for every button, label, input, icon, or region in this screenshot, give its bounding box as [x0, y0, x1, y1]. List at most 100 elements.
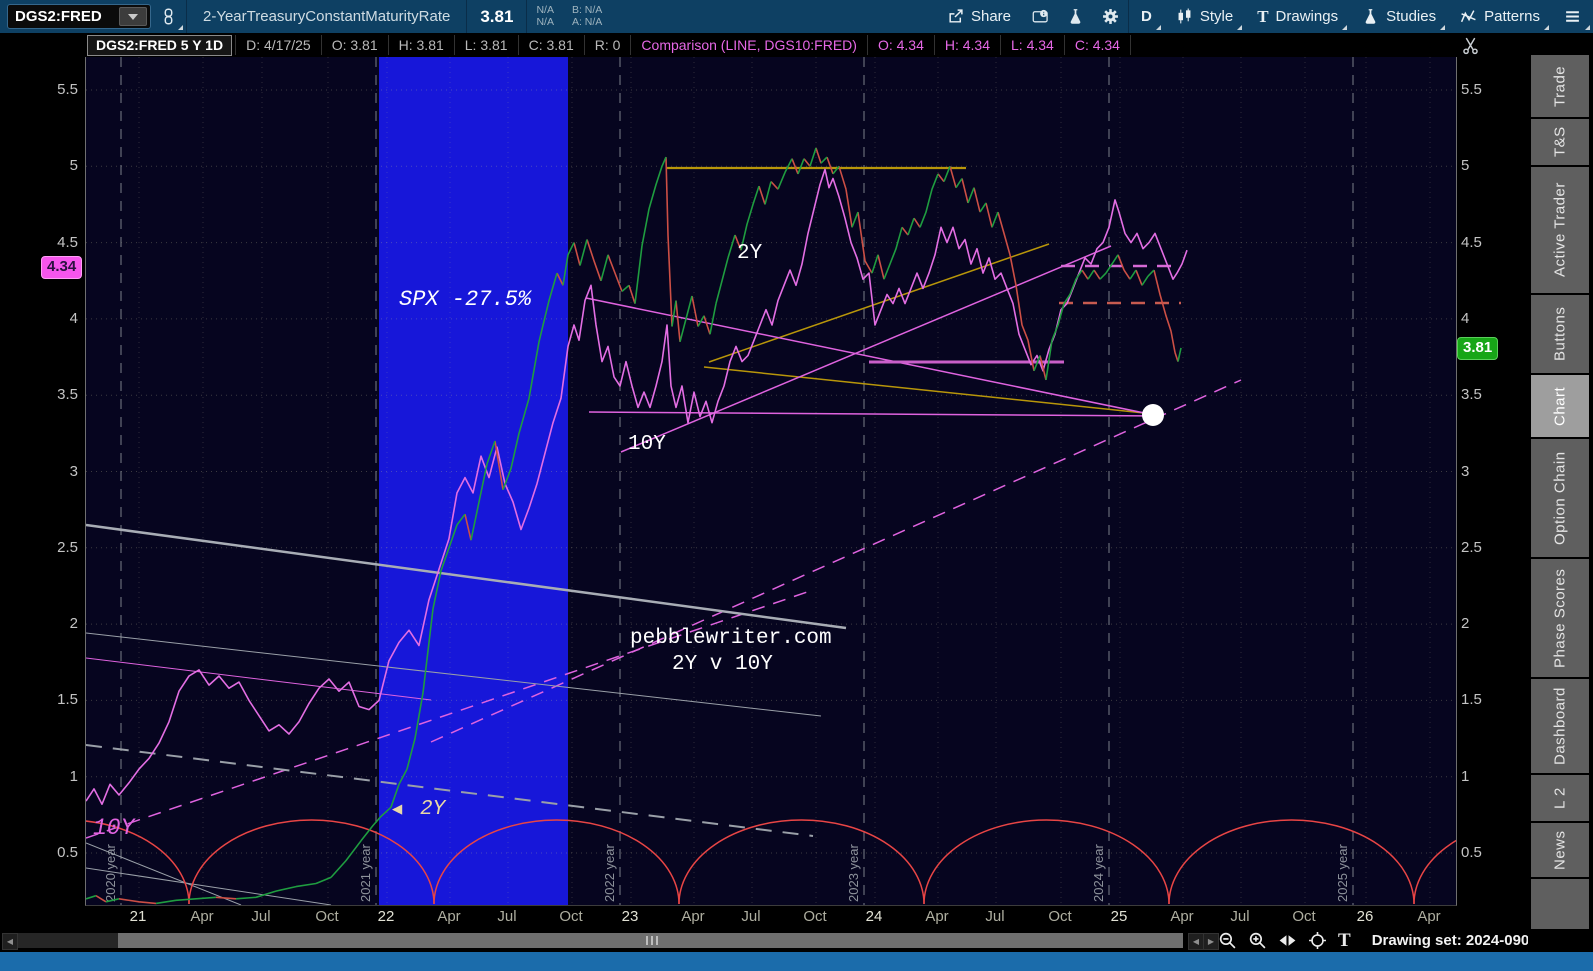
x-tick-label: Oct: [1048, 908, 1072, 925]
cycle-year-label: 2025 year: [1335, 844, 1350, 902]
sidebar-tab-l-2[interactable]: L 2: [1531, 775, 1589, 821]
x-tick-label: Oct: [1292, 908, 1316, 925]
zoom-in-button[interactable]: [1248, 931, 1267, 950]
quick-study-button[interactable]: [1058, 0, 1093, 33]
y-tick-label: 2.5: [1461, 539, 1482, 556]
auto-scale-button[interactable]: [1278, 931, 1297, 950]
sidebar-tab-active-trader[interactable]: Active Trader: [1531, 167, 1589, 293]
cycle-arc: [86, 820, 190, 905]
x-tick-label: Jul: [1230, 908, 1250, 925]
drawings-button[interactable]: T Drawings: [1245, 0, 1350, 33]
patterns-button[interactable]: Patterns: [1448, 0, 1552, 33]
chart-annotation: 10Y: [628, 433, 666, 456]
y-axis-left[interactable]: 5.5 5 4.5 4 3.5 3 2.5 2 1.5 1 0.5: [0, 57, 83, 905]
y-tick-label: 5.5: [1461, 81, 1482, 98]
cycle-arc: [923, 819, 1170, 905]
chart-annotation: 2Y: [420, 798, 447, 821]
x-tick-label: 23: [621, 908, 639, 925]
zoom-out-icon: [1219, 932, 1236, 949]
symbol-input[interactable]: DGS2:FRED: [7, 4, 151, 29]
symbol-dropdown-button[interactable]: [119, 7, 147, 26]
sidebar-tab-dashboard[interactable]: Dashboard: [1531, 679, 1589, 773]
chart-menu-button[interactable]: [1552, 0, 1593, 33]
chart-annotation: pebblewriter.com: [630, 627, 832, 650]
x-tick-label: Apr: [681, 908, 705, 925]
dropdown-corner: [1342, 25, 1348, 30]
trendline-drawing: [430, 379, 1242, 743]
main-series-2y-up: [86, 147, 1182, 905]
ohlc-field: C: 3.81: [519, 35, 585, 55]
cycle-year-label: 2024 year: [1091, 844, 1106, 902]
x-tick-label: Jul: [741, 908, 761, 925]
zoom-out-button[interactable]: [1218, 931, 1237, 950]
candlestick-icon: [1178, 8, 1191, 24]
chart-plot-area[interactable]: 2020 year 2021 year 2022 year 2023 year 2024…: [85, 57, 1457, 906]
x-tick-label: Apr: [190, 908, 214, 925]
chart-annotation: 2Y v 10Y: [672, 653, 773, 676]
y-tick-label: 1: [1461, 768, 1470, 785]
sidebar-tab-t-s[interactable]: T&S: [1531, 119, 1589, 165]
trendline-drawing: [86, 842, 242, 905]
comparison-ohlc-fields: O: 4.34 H: 4.34 L: 4.34 C: 4.34: [868, 35, 1131, 55]
x-tick-label: 25: [1110, 908, 1128, 925]
text-note-button[interactable]: T: [1338, 930, 1351, 951]
trendline-drawing: [620, 245, 1112, 453]
y-tick-label: 2.5: [57, 539, 78, 556]
trendline-drawing: [86, 657, 432, 701]
trendline-drawing: [86, 744, 814, 837]
chart-canvas[interactable]: 2020 year 2021 year 2022 year 2023 year 2024…: [86, 57, 1456, 905]
account-info-button[interactable]: [1023, 0, 1058, 33]
trendline-drawing: [86, 867, 332, 905]
x-tick-label: Apr: [437, 908, 461, 925]
detach-tool[interactable]: [1461, 36, 1480, 60]
y-tick-label: 4: [1461, 310, 1470, 327]
ohlc-fields: D: 4/17/25 O: 3.81 H: 3.81 L: 3.81 C: 3.81 R:…: [232, 35, 632, 55]
symbol-text: DGS2:FRED: [15, 8, 102, 25]
sidebar-tab-buttons[interactable]: Buttons: [1531, 295, 1589, 373]
pattern-wave-icon: [1461, 10, 1476, 23]
cycle-year-label: 2023 year: [846, 844, 861, 902]
drawing-set-label: Drawing set: 2024-0906: [1371, 932, 1538, 949]
last-price-badge: 3.81: [1457, 337, 1499, 360]
settings-button[interactable]: [1093, 0, 1128, 33]
pan-right-button[interactable]: ▶: [1203, 933, 1219, 950]
share-button[interactable]: Share: [935, 0, 1023, 33]
cycle-arc: [188, 819, 435, 905]
y-tick-label: 1: [69, 768, 78, 785]
ohlc-field: O: 3.81: [322, 35, 389, 55]
drawing-set-selector[interactable]: Drawing set: 2024-0906: [1372, 932, 1550, 949]
trendline-drawing: [86, 589, 814, 839]
style-button[interactable]: Style: [1164, 0, 1245, 33]
chart-status-bar: DGS2:FRED 5 Y 1D D: 4/17/25 O: 3.81 H: 3.8…: [0, 33, 1528, 57]
sidebar-tab-phase-scores[interactable]: Phase Scores: [1531, 559, 1589, 677]
studies-button[interactable]: Studies: [1350, 0, 1448, 33]
sidebar-tab-option-chain[interactable]: Option Chain: [1531, 439, 1589, 557]
pan-left-button[interactable]: ◀: [1188, 933, 1204, 950]
window-bottom-strip: [0, 952, 1593, 971]
y-tick-label: 1.5: [57, 691, 78, 708]
sidebar-tab-list: Trade T&S Active Trader Buttons Chart Option …: [1531, 55, 1589, 931]
sidebar-tab-chart[interactable]: Chart: [1531, 375, 1589, 437]
sidebar-tab-news[interactable]: News: [1531, 823, 1589, 877]
sidebar-tab-trade[interactable]: Trade: [1531, 55, 1589, 117]
y-axis-right[interactable]: 5.5 5 4.5 4 3.5 3 2.5 2 1.5 1 0.5: [1457, 57, 1527, 905]
sidebar-tab-blank[interactable]: [1531, 879, 1589, 929]
scroll-left-button[interactable]: ◀: [2, 933, 18, 950]
timeframe-button[interactable]: D: [1129, 0, 1164, 33]
flask-icon: [1070, 9, 1081, 24]
y-tick-label: 4: [69, 310, 78, 327]
x-axis[interactable]: 21 Apr Jul Oct 22 Apr Jul Oct 23 Apr Jul Oct 24 Apr Ju…: [0, 905, 1530, 931]
x-tick-label: 22: [377, 908, 395, 925]
ohlc-field: H: 3.81: [389, 35, 455, 55]
x-tick-label: Apr: [1170, 908, 1194, 925]
share-label: Share: [970, 8, 1011, 25]
x-tick-label: 26: [1356, 908, 1374, 925]
scrollbar-track[interactable]: [18, 933, 1183, 948]
scrollbar-thumb[interactable]: [118, 933, 1183, 948]
gear-icon: [1103, 9, 1118, 24]
studies-label: Studies: [1386, 8, 1437, 25]
chart-annotation: ◀: [392, 801, 403, 820]
instrument-link-icon[interactable]: [151, 0, 186, 33]
crosshair-button[interactable]: [1308, 931, 1327, 950]
comparison-label: Comparison (LINE, DGS10:FRED): [631, 35, 868, 55]
